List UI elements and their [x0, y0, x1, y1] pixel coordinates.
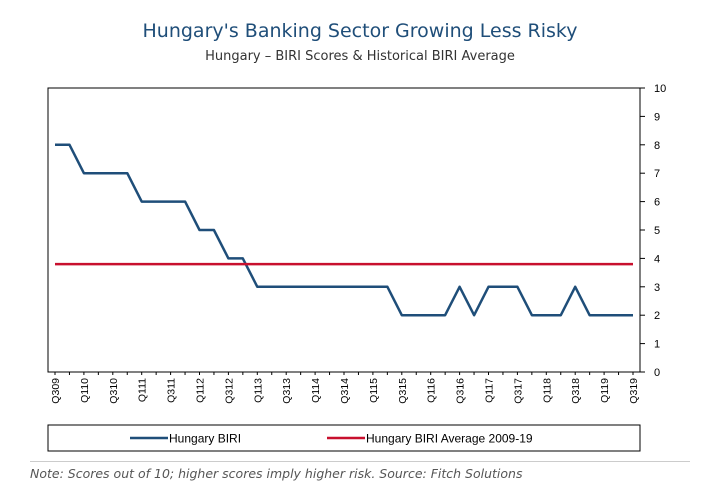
x-tick-label: Q119 — [599, 378, 611, 403]
y-tick-label: 1 — [654, 339, 660, 351]
x-tick-label: Q116 — [426, 378, 438, 403]
footnote: Note: Scores out of 10; higher scores im… — [30, 466, 523, 481]
chart-title: Hungary's Banking Sector Growing Less Ri… — [142, 20, 578, 42]
legend-box — [47, 424, 641, 452]
y-tick-label: 7 — [654, 168, 660, 180]
y-tick-label: 6 — [654, 197, 660, 209]
footnote-divider — [30, 461, 690, 462]
legend-label: Hungary BIRI — [169, 432, 241, 446]
x-tick-label: Q110 — [79, 378, 91, 403]
x-tick-label: Q115 — [368, 378, 380, 403]
x-tick-label: Q113 — [252, 378, 264, 403]
x-tick-label: Q312 — [223, 378, 235, 404]
x-tick-label: Q111 — [137, 378, 149, 402]
y-tick-label: 2 — [654, 310, 660, 322]
plot-frame — [47, 87, 641, 373]
x-tick-label: Q117 — [484, 378, 496, 403]
x-tick-label: Q310 — [108, 378, 120, 404]
y-tick-label: 4 — [654, 253, 660, 265]
y-tick-label: 9 — [654, 111, 660, 123]
y-tick-label: 0 — [654, 367, 660, 379]
y-tick-label: 8 — [654, 140, 660, 152]
series-line-hungary-biri — [55, 143, 633, 317]
x-tick-label: Q315 — [397, 378, 409, 404]
x-tick-label: Q313 — [281, 378, 293, 404]
x-tick-label: Q318 — [570, 378, 582, 404]
x-tick-label: Q319 — [628, 378, 640, 404]
x-tick-label: Q316 — [455, 378, 467, 404]
x-tick-label: Q311 — [166, 378, 178, 403]
x-tick-label: Q112 — [195, 378, 207, 403]
chart-subtitle: Hungary – BIRI Scores & Historical BIRI … — [205, 49, 515, 64]
y-tick-label: 5 — [654, 225, 660, 237]
y-tick-label: 10 — [654, 83, 666, 95]
x-tick-label: Q317 — [512, 378, 524, 404]
y-tick-label: 3 — [654, 282, 660, 294]
legend-label: Hungary BIRI Average 2009-19 — [366, 432, 533, 446]
x-tick-label: Q118 — [541, 378, 553, 403]
x-tick-label: Q309 — [50, 378, 62, 404]
x-tick-label: Q114 — [310, 378, 322, 403]
x-tick-label: Q314 — [339, 378, 351, 404]
